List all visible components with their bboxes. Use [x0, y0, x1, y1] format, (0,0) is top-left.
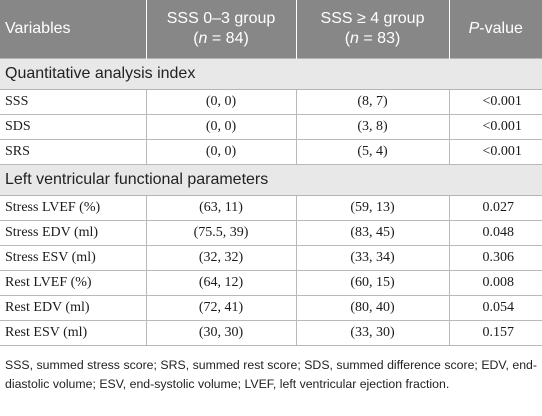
section-row: Left ventricular functional parameters — [0, 164, 542, 196]
row-p-value: 0.048 — [449, 220, 542, 246]
section-title-quantitative: Quantitative analysis index — [0, 58, 542, 90]
row-group-high: (59, 13) — [296, 195, 450, 221]
section-row: Quantitative analysis index — [0, 58, 542, 90]
row-group-low: (0, 0) — [146, 89, 297, 115]
row-group-high: (60, 15) — [296, 270, 450, 296]
row-group-high: (33, 34) — [296, 245, 450, 271]
header-group-high-n-count: = 83) — [358, 30, 401, 47]
table-row: Stress LVEF (%) (63, 11) (59, 13) 0.027 — [0, 195, 542, 221]
header-group-low-n: (n = 84) — [153, 29, 290, 49]
row-p-value: <0.001 — [449, 139, 542, 165]
table-row: Rest LVEF (%) (64, 12) (60, 15) 0.008 — [0, 270, 542, 296]
row-group-low: (0, 0) — [146, 139, 297, 165]
table-row: Rest EDV (ml) (72, 41) (80, 40) 0.054 — [0, 295, 542, 321]
table-body: Quantitative analysis index SSS (0, 0) (… — [0, 58, 542, 346]
table-row: Stress EDV (ml) (75.5, 39) (83, 45) 0.04… — [0, 220, 542, 246]
row-p-value: 0.157 — [449, 320, 542, 346]
header-p-italic: P — [468, 20, 480, 37]
table-row: SDS (0, 0) (3, 8) <0.001 — [0, 114, 542, 140]
section-title-lv-function: Left ventricular functional parameters — [0, 164, 542, 196]
header-group-high-title: SSS ≥ 4 group — [320, 10, 425, 27]
header-row: Variables SSS 0–3 group (n = 84) SSS ≥ 4… — [0, 0, 542, 59]
row-label: Rest EDV (ml) — [0, 295, 147, 321]
row-label: Stress ESV (ml) — [0, 245, 147, 271]
row-p-value: <0.001 — [449, 114, 542, 140]
row-group-high: (3, 8) — [296, 114, 450, 140]
header-group-low-n-count: = 84) — [207, 30, 249, 47]
row-label: Rest ESV (ml) — [0, 320, 147, 346]
table-footnote: SSS, summed stress score; SRS, summed re… — [5, 358, 537, 391]
row-p-value: <0.001 — [449, 89, 542, 115]
row-label: Stress EDV (ml) — [0, 220, 147, 246]
row-p-value: 0.008 — [449, 270, 542, 296]
row-group-low: (0, 0) — [146, 114, 297, 140]
header-p-value: P-value — [449, 0, 542, 59]
row-group-high: (83, 45) — [296, 220, 450, 246]
header-group-high-n: (n = 83) — [303, 29, 443, 49]
header-group-low-title: SSS 0–3 group — [166, 10, 276, 27]
table-row: Stress ESV (ml) (32, 32) (33, 34) 0.306 — [0, 245, 542, 271]
table-row: SSS (0, 0) (8, 7) <0.001 — [0, 89, 542, 115]
header-group-low-n-var: n — [198, 30, 208, 47]
header-group-high: SSS ≥ 4 group (n = 83) — [296, 0, 450, 59]
row-label: SRS — [0, 139, 147, 165]
results-table: Variables SSS 0–3 group (n = 84) SSS ≥ 4… — [0, 0, 542, 346]
header-variables: Variables — [0, 0, 147, 59]
table-row: SRS (0, 0) (5, 4) <0.001 — [0, 139, 542, 165]
header-group-low: SSS 0–3 group (n = 84) — [146, 0, 297, 59]
row-group-high: (8, 7) — [296, 89, 450, 115]
row-group-low: (30, 30) — [146, 320, 297, 346]
row-group-low: (72, 41) — [146, 295, 297, 321]
row-group-low: (63, 11) — [146, 195, 297, 221]
row-label: Stress LVEF (%) — [0, 195, 147, 221]
header-group-high-n-open: ( — [344, 30, 351, 47]
row-p-value: 0.054 — [449, 295, 542, 321]
row-group-high: (5, 4) — [296, 139, 450, 165]
row-p-value: 0.027 — [449, 195, 542, 221]
header-group-high-n-var: n — [350, 30, 359, 47]
header-group-low-n-open: ( — [193, 30, 199, 47]
header-p-rest: -value — [479, 20, 523, 37]
row-group-high: (33, 30) — [296, 320, 450, 346]
table-container: Variables SSS 0–3 group (n = 84) SSS ≥ 4… — [0, 0, 542, 346]
row-group-low: (75.5, 39) — [146, 220, 297, 246]
table-header: Variables SSS 0–3 group (n = 84) SSS ≥ 4… — [0, 0, 542, 59]
row-label: SSS — [0, 89, 147, 115]
row-group-low: (64, 12) — [146, 270, 297, 296]
row-group-high: (80, 40) — [296, 295, 450, 321]
table-row: Rest ESV (ml) (30, 30) (33, 30) 0.157 — [0, 320, 542, 346]
row-p-value: 0.306 — [449, 245, 542, 271]
row-label: SDS — [0, 114, 147, 140]
row-label: Rest LVEF (%) — [0, 270, 147, 296]
row-group-low: (32, 32) — [146, 245, 297, 271]
